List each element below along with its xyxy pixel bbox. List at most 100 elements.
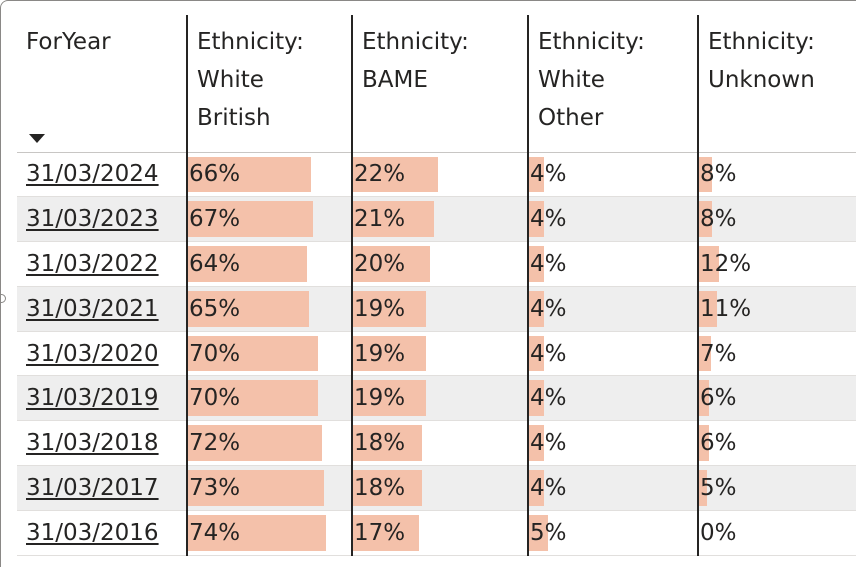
year-cell[interactable]: 31/03/2018 bbox=[17, 420, 188, 467]
value-text: 6% bbox=[700, 385, 737, 412]
data-bar bbox=[699, 201, 712, 238]
column-header-label: Ethnicity: BAME bbox=[362, 29, 469, 93]
value-cell: 19% bbox=[351, 331, 529, 377]
column-header-white-british[interactable]: Ethnicity: White British bbox=[187, 15, 353, 153]
column-header-unknown[interactable]: Ethnicity: Unknown bbox=[698, 15, 856, 153]
value-cell: 64% bbox=[186, 241, 353, 287]
data-bar bbox=[529, 290, 544, 327]
year-cell[interactable]: 31/03/2019 bbox=[17, 375, 188, 422]
year-cell[interactable]: 31/03/2023 bbox=[17, 196, 188, 243]
value-cell: 8% bbox=[697, 196, 856, 243]
year-link[interactable]: 31/03/2017 bbox=[26, 474, 159, 501]
value-cell: 4% bbox=[527, 465, 699, 511]
value-cell: 70% bbox=[186, 331, 353, 377]
year-cell[interactable]: 31/03/2017 bbox=[17, 465, 188, 511]
data-bar bbox=[699, 335, 711, 372]
data-bar bbox=[188, 156, 311, 193]
value-cell: 65% bbox=[186, 286, 353, 332]
value-text: 18% bbox=[354, 430, 406, 457]
value-cell: 19% bbox=[351, 375, 529, 422]
sort-descending-icon[interactable] bbox=[29, 134, 45, 143]
value-cell: 17% bbox=[351, 510, 529, 556]
value-cell: 19% bbox=[351, 286, 529, 332]
value-cell: 4% bbox=[527, 152, 699, 198]
value-text: 67% bbox=[189, 206, 241, 233]
data-bar bbox=[529, 335, 544, 372]
data-bar bbox=[699, 380, 709, 417]
year-link[interactable]: 31/03/2023 bbox=[26, 206, 159, 233]
value-text: 5% bbox=[530, 519, 567, 546]
year-cell[interactable]: 31/03/2020 bbox=[17, 331, 188, 377]
year-link[interactable]: 31/03/2019 bbox=[26, 385, 159, 412]
year-cell[interactable]: 31/03/2021 bbox=[17, 286, 188, 332]
value-cell: 18% bbox=[351, 465, 529, 511]
data-bar bbox=[699, 156, 712, 193]
value-text: 22% bbox=[354, 161, 406, 188]
value-cell: 72% bbox=[186, 420, 353, 467]
value-text: 8% bbox=[700, 161, 737, 188]
value-cell: 22% bbox=[351, 152, 529, 198]
year-link[interactable]: 31/03/2016 bbox=[26, 519, 159, 546]
data-table: ForYear Ethnicity: White British Ethnici… bbox=[17, 15, 856, 556]
table-row: 31/03/2023 67% 21% 4% 8% bbox=[17, 196, 856, 243]
data-bar bbox=[529, 156, 544, 193]
value-text: 0% bbox=[700, 519, 737, 546]
value-text: 4% bbox=[530, 295, 567, 322]
value-text: 8% bbox=[700, 206, 737, 233]
column-header-white-other[interactable]: Ethnicity: White Other bbox=[528, 15, 699, 153]
year-cell[interactable]: 31/03/2024 bbox=[17, 152, 188, 198]
value-cell: 8% bbox=[697, 152, 856, 198]
column-header-label: Ethnicity: Unknown bbox=[708, 29, 815, 93]
value-cell: 5% bbox=[697, 465, 856, 511]
value-text: 4% bbox=[530, 250, 567, 277]
year-link[interactable]: 31/03/2020 bbox=[26, 340, 159, 367]
data-bar bbox=[353, 470, 422, 506]
value-text: 19% bbox=[354, 340, 406, 367]
value-text: 4% bbox=[530, 474, 567, 501]
value-text: 4% bbox=[530, 430, 567, 457]
data-bar bbox=[188, 246, 307, 282]
column-header-bame[interactable]: Ethnicity: BAME bbox=[352, 15, 529, 153]
data-bar bbox=[699, 290, 717, 327]
year-cell[interactable]: 31/03/2016 bbox=[17, 510, 188, 556]
data-bar bbox=[188, 470, 324, 506]
value-cell: 4% bbox=[527, 286, 699, 332]
data-bar bbox=[529, 201, 544, 238]
year-cell[interactable]: 31/03/2022 bbox=[17, 241, 188, 287]
value-cell: 4% bbox=[527, 241, 699, 287]
value-cell: 6% bbox=[697, 375, 856, 422]
column-header-foryear[interactable]: ForYear bbox=[17, 15, 188, 153]
column-header-label: Ethnicity: White Other bbox=[538, 29, 645, 131]
data-bar bbox=[188, 335, 318, 372]
data-bar bbox=[353, 290, 426, 327]
year-link[interactable]: 31/03/2022 bbox=[26, 250, 159, 277]
value-cell: 4% bbox=[527, 196, 699, 243]
data-bar bbox=[529, 514, 548, 551]
table-row: 31/03/2021 65% 19% 4% 11% bbox=[17, 286, 856, 332]
year-link[interactable]: 31/03/2018 bbox=[26, 430, 159, 457]
data-bar bbox=[699, 470, 707, 506]
value-cell: 11% bbox=[697, 286, 856, 332]
data-bar bbox=[529, 425, 544, 462]
year-link[interactable]: 31/03/2024 bbox=[26, 161, 159, 188]
value-text: 19% bbox=[354, 295, 406, 322]
year-link[interactable]: 31/03/2021 bbox=[26, 295, 159, 322]
value-cell: 73% bbox=[186, 465, 353, 511]
value-text: 18% bbox=[354, 474, 406, 501]
data-bar bbox=[699, 246, 719, 282]
value-text: 70% bbox=[189, 385, 241, 412]
data-bar bbox=[353, 246, 430, 282]
table-row: 31/03/2017 73% 18% 4% 5% bbox=[17, 465, 856, 511]
resize-handle[interactable] bbox=[1, 294, 6, 303]
data-bar bbox=[188, 201, 313, 238]
table-row: 31/03/2019 70% 19% 4% 6% bbox=[17, 375, 856, 422]
data-bar bbox=[353, 514, 419, 551]
value-cell: 66% bbox=[186, 152, 353, 198]
value-text: 4% bbox=[530, 340, 567, 367]
value-text: 19% bbox=[354, 385, 406, 412]
value-cell: 20% bbox=[351, 241, 529, 287]
data-bar bbox=[188, 425, 322, 462]
value-cell: 7% bbox=[697, 331, 856, 377]
value-text: 70% bbox=[189, 340, 241, 367]
